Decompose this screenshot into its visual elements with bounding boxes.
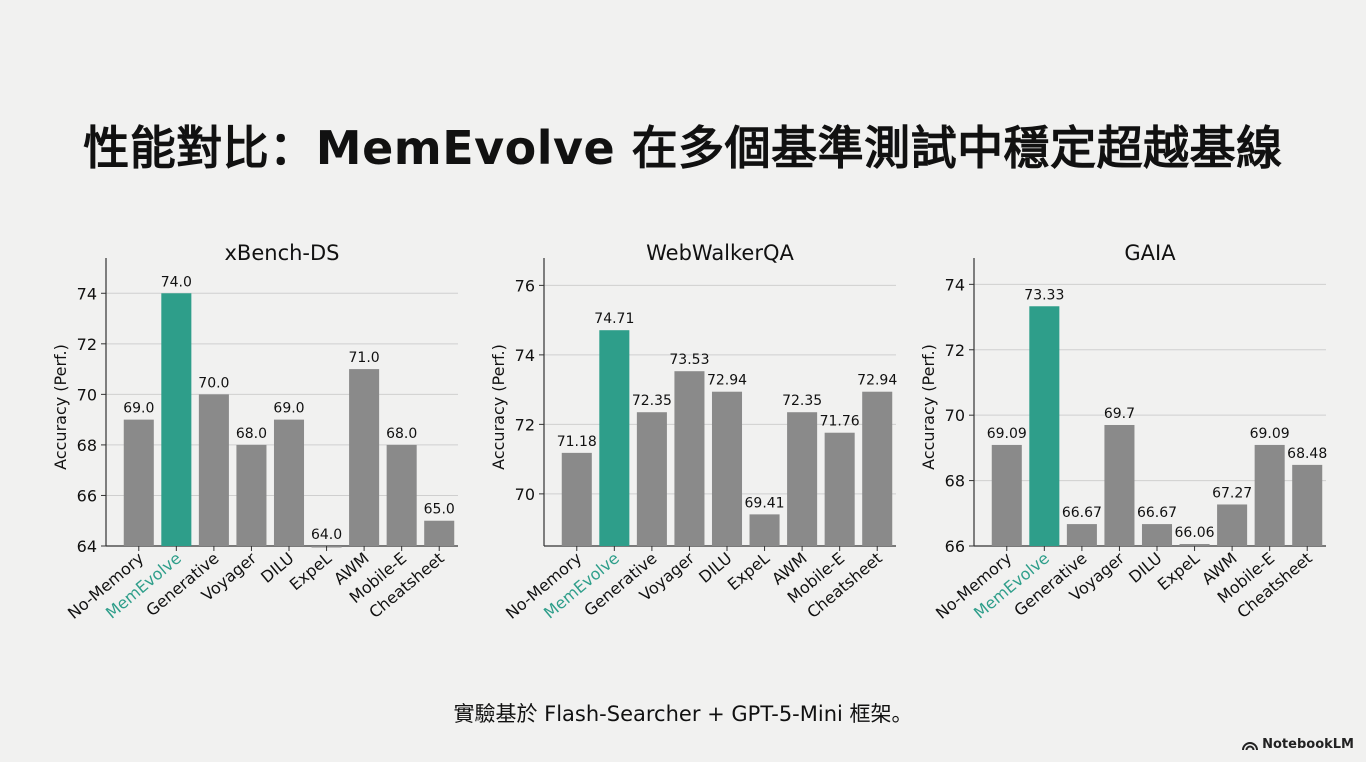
data-label: 73.33 <box>1024 287 1064 303</box>
y-tick-label: 76 <box>515 276 535 295</box>
y-tick-label: 70 <box>77 385 97 404</box>
y-tick-label: 68 <box>77 436 97 455</box>
y-tick-label: 66 <box>77 486 97 505</box>
y-axis-label: Accuracy (Perf.) <box>51 344 70 470</box>
bar-generative <box>636 412 667 546</box>
data-label: 72.94 <box>707 373 747 389</box>
bar-expel <box>749 514 780 546</box>
bar-cheatsheet <box>1292 464 1323 546</box>
bar-voyager <box>236 444 267 546</box>
bar-memevolve <box>1029 306 1060 546</box>
y-tick-label: 72 <box>515 415 535 434</box>
bar-no-memory <box>991 444 1022 546</box>
bar-awm <box>1217 504 1248 546</box>
data-label: 66.67 <box>1062 505 1102 521</box>
x-tick-label: ExpeL <box>1154 548 1203 594</box>
chart-title: WebWalkerQA <box>646 241 794 265</box>
data-label: 71.0 <box>349 350 380 366</box>
chart-title: xBench-DS <box>225 241 340 265</box>
bar-awm <box>787 412 818 546</box>
bar-cheatsheet <box>862 391 893 546</box>
y-tick-label: 74 <box>945 275 965 294</box>
data-label: 68.0 <box>386 426 417 442</box>
data-label: 71.76 <box>820 414 860 430</box>
y-tick-label: 74 <box>77 284 97 303</box>
data-label: 67.27 <box>1212 485 1252 501</box>
y-tick-label: 70 <box>945 406 965 425</box>
y-tick-label: 64 <box>77 537 97 556</box>
bar-dilu <box>273 419 305 546</box>
data-label: 72.35 <box>632 393 672 409</box>
data-label: 64.0 <box>311 527 342 543</box>
bar-dilu <box>1141 524 1173 546</box>
y-tick-label: 74 <box>515 346 535 365</box>
bar-mobile-e <box>824 432 855 546</box>
bar-memevolve <box>599 330 630 546</box>
data-label: 70.0 <box>198 375 229 391</box>
data-label: 69.09 <box>1250 426 1290 442</box>
brand-name: NotebookLM <box>1262 737 1354 752</box>
y-tick-label: 66 <box>945 537 965 556</box>
bar-dilu <box>711 391 743 546</box>
data-label: 66.06 <box>1175 525 1215 541</box>
data-label: 72.94 <box>857 373 897 389</box>
bar-voyager <box>674 371 705 546</box>
bar-cheatsheet <box>424 520 455 546</box>
y-axis-label: Accuracy (Perf.) <box>489 344 508 470</box>
bar-mobile-e <box>1254 444 1285 546</box>
bar-voyager <box>1104 424 1135 546</box>
data-label: 74.71 <box>594 311 634 327</box>
data-label: 69.7 <box>1104 406 1135 422</box>
bar-no-memory <box>123 419 154 546</box>
data-label: 74.0 <box>161 274 192 290</box>
data-label: 68.48 <box>1287 446 1327 462</box>
data-label: 65.0 <box>424 502 455 518</box>
x-tick-label: ExpeL <box>724 548 773 594</box>
footnote-caption: 實驗基於 Flash-Searcher + GPT-5-Mini 框架。 <box>453 702 913 726</box>
page-title: 性能對比：MemEvolve 在多個基準測試中穩定超越基線 <box>83 121 1283 175</box>
y-tick-label: 72 <box>945 341 965 360</box>
data-label: 73.53 <box>669 352 709 368</box>
bar-generative <box>198 394 229 546</box>
brand-logo: NotebookLM <box>1242 737 1354 752</box>
x-tick-label: ExpeL <box>286 548 335 594</box>
bar-memevolve <box>161 293 192 546</box>
bar-generative <box>1066 524 1097 546</box>
bar-expel <box>1179 544 1210 546</box>
y-tick-label: 72 <box>77 335 97 354</box>
y-tick-label: 68 <box>945 472 965 491</box>
bar-awm <box>349 369 380 546</box>
data-label: 71.18 <box>557 434 597 450</box>
data-label: 69.0 <box>273 401 304 417</box>
y-tick-label: 70 <box>515 485 535 504</box>
data-label: 69.41 <box>745 495 785 511</box>
chart-webwalkerqa: WebWalkerQA Accuracy (Perf.) 70 72 74 76 71.18… <box>489 241 897 623</box>
data-label: 69.09 <box>987 426 1027 442</box>
bar-mobile-e <box>386 444 417 546</box>
data-label: 72.35 <box>782 393 822 409</box>
data-label: 69.0 <box>123 401 154 417</box>
y-axis-label: Accuracy (Perf.) <box>919 344 938 470</box>
bar-no-memory <box>561 452 592 546</box>
notebooklm-icon <box>1242 741 1259 750</box>
chart-xbench-ds: xBench-DS Accuracy (Perf.) 64 66 68 70 72 74 69.… <box>51 241 458 623</box>
data-label: 68.0 <box>236 426 267 442</box>
data-label: 66.67 <box>1137 505 1177 521</box>
chart-title: GAIA <box>1124 241 1176 265</box>
